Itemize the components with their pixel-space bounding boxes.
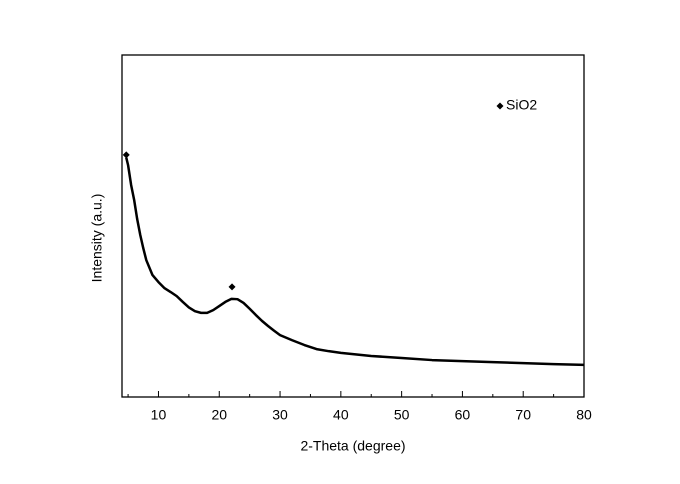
x-tick-label: 30: [272, 407, 288, 423]
data-line: [125, 157, 585, 367]
peak-marker: [122, 151, 130, 159]
x-tick-label: 20: [211, 407, 227, 423]
legend-label: SiO2: [506, 97, 537, 113]
peak-marker: [228, 283, 236, 291]
x-tick-label: 70: [515, 407, 531, 423]
x-axis-label: 2-Theta (degree): [300, 438, 405, 454]
x-tick-label: 80: [576, 407, 592, 423]
x-tick-label: 40: [333, 407, 349, 423]
plot-frame: [121, 54, 585, 398]
x-tick-label: 50: [394, 407, 410, 423]
x-tick-label: 10: [151, 407, 167, 423]
x-tick-label: 60: [455, 407, 471, 423]
y-axis-label: Intensity (a.u.): [89, 194, 105, 283]
legend-symbol: [496, 102, 504, 110]
